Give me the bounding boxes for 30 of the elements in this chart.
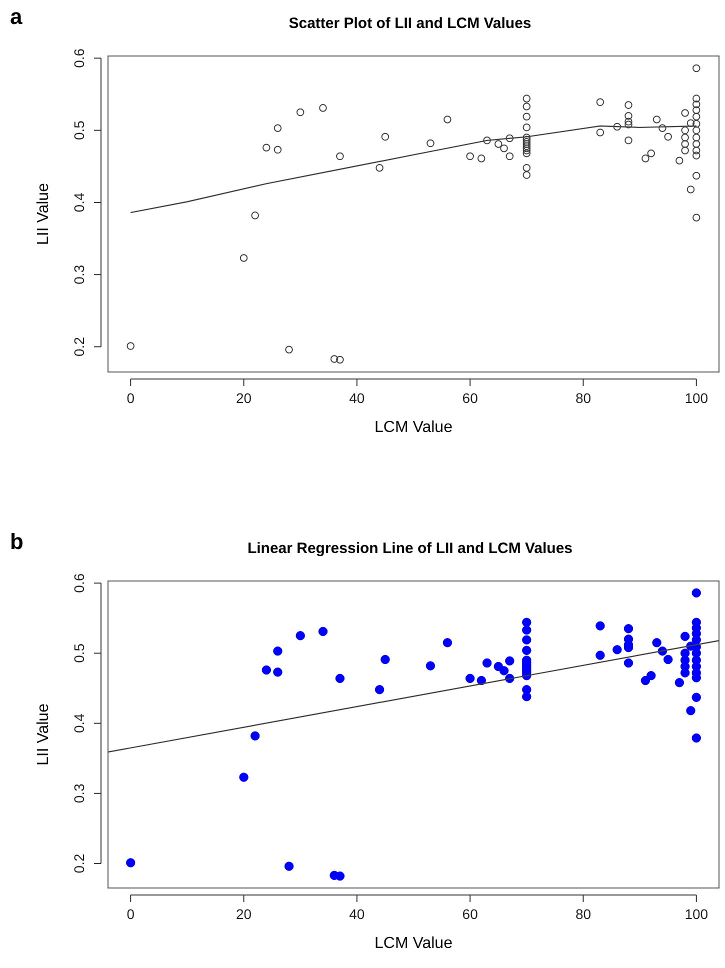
- x-tick-label: 80: [575, 906, 592, 922]
- y-tick-label: 0.5: [71, 120, 87, 140]
- y-tick-label: 0.3: [71, 783, 87, 804]
- x-tick-label: 80: [575, 390, 592, 406]
- y-tick-label: 0.6: [71, 48, 87, 68]
- y-tick-label: 0.2: [71, 854, 87, 874]
- y-axis-title: LII Value: [35, 703, 52, 766]
- y-tick-label: 0.2: [71, 336, 87, 356]
- y-tick-label: 0.6: [71, 573, 87, 593]
- y-axis-title: LII Value: [35, 182, 52, 245]
- x-tick-label: 60: [462, 390, 478, 406]
- x-axis-title: LCM Value: [374, 935, 453, 952]
- x-tick-label: 40: [349, 390, 365, 406]
- text: a: [10, 4, 23, 29]
- y-tick-label: 0.3: [71, 264, 87, 284]
- y-tick-label: 0.4: [71, 192, 87, 212]
- x-tick-label: 60: [462, 906, 478, 922]
- x-tick-label: 100: [684, 906, 708, 922]
- chart-title: Scatter Plot of LII and LCM Values: [288, 15, 532, 32]
- x-tick-label: 40: [349, 906, 365, 922]
- x-axis-title: LCM Value: [374, 419, 453, 436]
- x-tick-label: 20: [236, 906, 252, 922]
- x-tick-label: 0: [126, 906, 135, 922]
- x-tick-label: 100: [684, 390, 708, 406]
- text: b: [10, 529, 24, 554]
- x-tick-label: 20: [236, 390, 252, 406]
- y-tick-label: 0.5: [71, 643, 87, 663]
- x-tick-label: 0: [126, 390, 135, 406]
- chart-title: Linear Regression Line of LII and LCM Values: [247, 540, 573, 557]
- y-tick-label: 0.4: [71, 713, 87, 734]
